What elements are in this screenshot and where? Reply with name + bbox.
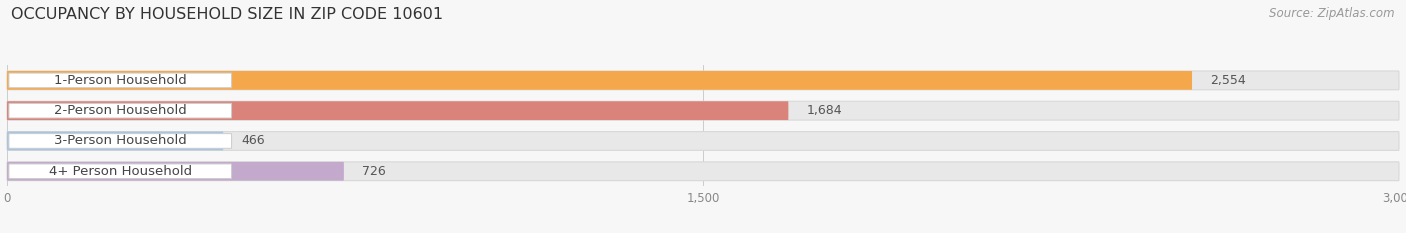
Text: 1,684: 1,684: [807, 104, 842, 117]
FancyBboxPatch shape: [7, 71, 1192, 90]
Text: 4+ Person Household: 4+ Person Household: [49, 165, 191, 178]
FancyBboxPatch shape: [7, 162, 1399, 181]
FancyBboxPatch shape: [8, 73, 232, 88]
Text: 466: 466: [242, 134, 266, 147]
Text: 2,554: 2,554: [1211, 74, 1246, 87]
FancyBboxPatch shape: [7, 101, 1399, 120]
FancyBboxPatch shape: [8, 164, 232, 178]
FancyBboxPatch shape: [7, 162, 344, 181]
Text: 1-Person Household: 1-Person Household: [53, 74, 187, 87]
FancyBboxPatch shape: [7, 132, 224, 150]
Text: 3-Person Household: 3-Person Household: [53, 134, 187, 147]
FancyBboxPatch shape: [7, 101, 789, 120]
FancyBboxPatch shape: [7, 71, 1399, 90]
Text: OCCUPANCY BY HOUSEHOLD SIZE IN ZIP CODE 10601: OCCUPANCY BY HOUSEHOLD SIZE IN ZIP CODE …: [11, 7, 443, 22]
Text: 726: 726: [363, 165, 387, 178]
Text: Source: ZipAtlas.com: Source: ZipAtlas.com: [1270, 7, 1395, 20]
FancyBboxPatch shape: [8, 134, 232, 148]
FancyBboxPatch shape: [8, 103, 232, 118]
Text: 2-Person Household: 2-Person Household: [53, 104, 187, 117]
FancyBboxPatch shape: [7, 132, 1399, 150]
